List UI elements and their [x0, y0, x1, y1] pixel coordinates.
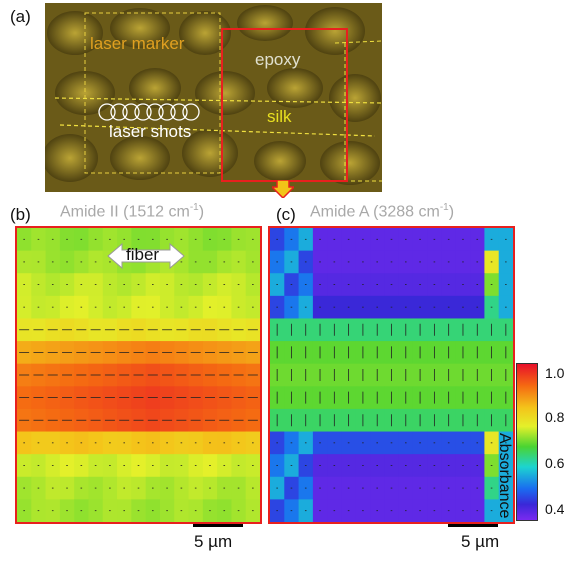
colorbar-title: Absorbance: [496, 433, 513, 519]
amide-ii-heatmap: [17, 228, 260, 522]
colorbar-tick-2: 0.8: [545, 409, 565, 425]
epoxy-label: epoxy: [255, 50, 301, 69]
scale-label-b: 5 µm: [194, 532, 233, 551]
silk-label: silk: [267, 107, 292, 126]
photo-texture: [45, 3, 382, 192]
scale-bar-b: [193, 524, 243, 527]
amide-ii-map: [15, 226, 262, 524]
colorbar: [516, 363, 538, 521]
colorbar-tick-1: 1.0: [545, 365, 565, 381]
colorbar-tick-4: 0.4: [545, 501, 565, 517]
down-arrow-icon: [272, 180, 294, 198]
panel-c-title: Amide A (3288 cm-1): [310, 202, 455, 221]
amide-a-map: [268, 226, 515, 524]
scale-label-c: 5 µm: [461, 532, 500, 551]
panel-b-letter: (b): [10, 205, 31, 224]
panel-b-title: Amide II (1512 cm-1): [60, 202, 205, 221]
panel-a-letter: (a): [10, 7, 31, 26]
panel-c-letter: (c): [276, 205, 296, 224]
fiber-double-arrow-icon: [107, 242, 185, 270]
laser-shot-circles: [98, 103, 200, 121]
microscope-photo: laser marker epoxy silk laser shots: [45, 3, 382, 192]
colorbar-tick-3: 0.6: [545, 455, 565, 471]
amide-a-heatmap: [270, 228, 513, 522]
laser-marker-label: laser marker: [90, 34, 185, 53]
fiber-label: fiber: [126, 245, 160, 264]
scale-bar-c: [448, 524, 498, 527]
laser-shots-label: laser shots: [109, 122, 192, 141]
